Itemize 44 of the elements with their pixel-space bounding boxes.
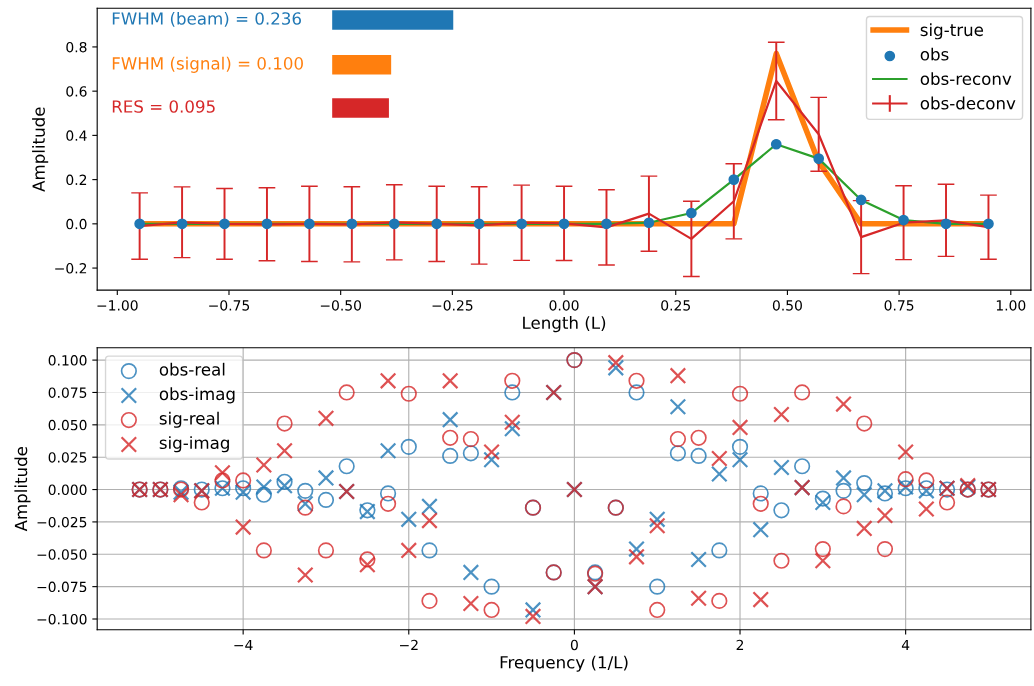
- y-tick-label: 0.000: [48, 484, 87, 496]
- legend-label: sig-imag: [159, 436, 229, 453]
- x-tick-label: 1.00: [996, 300, 1026, 311]
- x-tick-label: −1.00: [97, 300, 138, 311]
- annotation: FWHM (signal) = 0.100: [112, 56, 303, 73]
- legend-label: obs-real: [159, 362, 225, 376]
- y-tick-label: 0.8: [66, 41, 87, 53]
- x-axis-title: Frequency (1/L): [500, 655, 628, 672]
- x-tick-label: 0.25: [661, 300, 690, 311]
- y-tick-label: −0.2: [55, 263, 87, 274]
- x-tick-label: −2: [400, 639, 418, 651]
- y-tick-label: 0.0: [66, 218, 87, 230]
- legend-label: obs: [920, 47, 949, 61]
- x-tick-label: −0.50: [320, 300, 362, 311]
- x-axis-title: Length (L): [523, 316, 606, 333]
- x-tick-label: −0.75: [209, 300, 250, 311]
- x-tick-label: 0.75: [884, 300, 914, 311]
- x-tick-label: 0: [570, 639, 578, 651]
- y-tick-label: −0.075: [37, 581, 87, 593]
- legend-label: obs-deconv: [920, 96, 1016, 110]
- x-tick-label: −4: [234, 639, 253, 651]
- legend-label: sig-real: [159, 411, 219, 428]
- y-tick-label: 0.050: [48, 419, 87, 431]
- y-tick-label: −0.100: [37, 613, 87, 625]
- x-tick-label: 2: [736, 639, 744, 651]
- y-tick-label: −0.025: [37, 516, 87, 528]
- y-axis-title: Amplitude: [14, 446, 31, 532]
- legend-label: obs-reconv: [920, 72, 1012, 86]
- y-tick-label: 0.075: [48, 387, 87, 398]
- y-tick-label: 0.4: [66, 130, 87, 141]
- y-tick-label: 0.100: [48, 355, 87, 366]
- x-tick-label: 0.00: [549, 300, 579, 311]
- annotation: FWHM (beam) = 0.236: [112, 11, 301, 27]
- y-tick-label: 0.2: [66, 174, 87, 186]
- x-tick-label: 0.50: [772, 300, 802, 311]
- y-tick-label: 0.025: [48, 452, 87, 463]
- legend-label: sig-true: [920, 23, 984, 40]
- y-axis-title: Amplitude: [32, 107, 49, 192]
- legend-label: obs-imag: [159, 387, 235, 404]
- annotation: RES = 0.095: [112, 100, 215, 113]
- x-tick-label: −0.25: [432, 300, 473, 311]
- y-tick-label: 0.6: [66, 86, 87, 97]
- y-tick-label: −0.050: [37, 549, 87, 560]
- x-tick-label: 4: [901, 639, 910, 651]
